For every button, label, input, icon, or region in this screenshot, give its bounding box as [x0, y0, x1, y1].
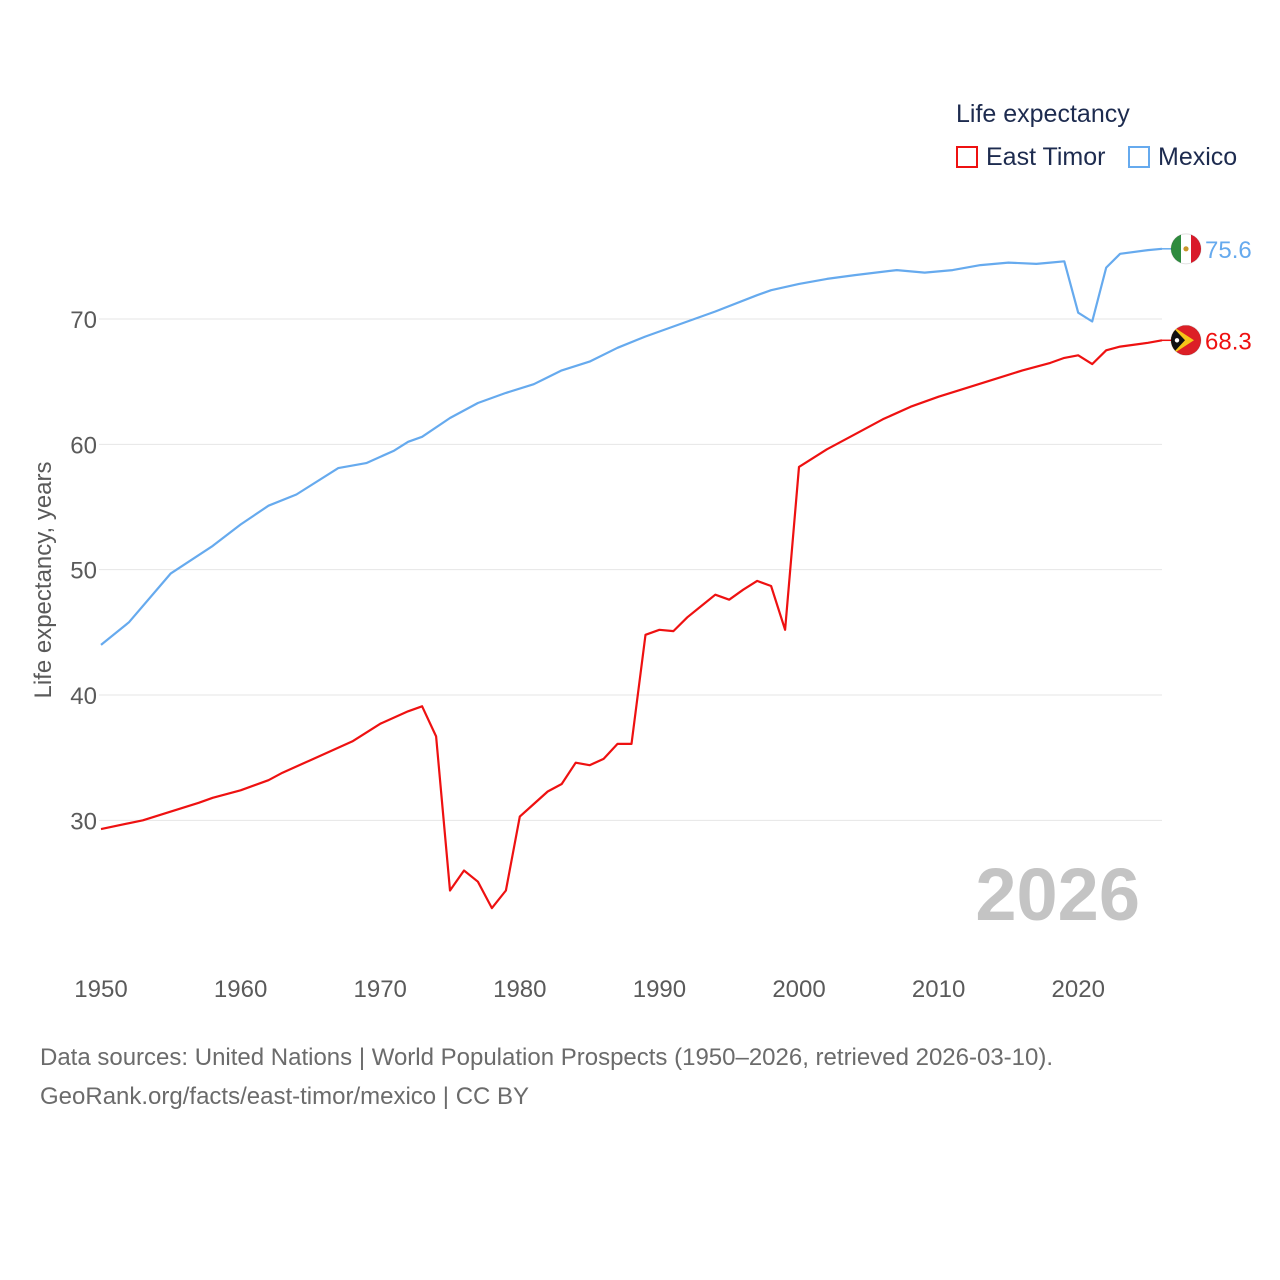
year-watermark: 2026	[975, 853, 1140, 936]
x-tick-label: 2000	[772, 976, 825, 1003]
y-tick-label: 70	[70, 307, 97, 334]
x-tick-label: 1950	[74, 976, 127, 1003]
x-tick-label: 1960	[214, 976, 267, 1003]
y-tick-label: 40	[70, 683, 97, 710]
grid-lines	[99, 318, 1162, 821]
footer-attribution[interactable]: GeoRank.org/facts/east-timor/mexico | CC…	[40, 1083, 530, 1110]
legend-label-east-timor: East Timor	[986, 142, 1106, 171]
x-axis-ticks: 1950 1960 1970 1980 1990 2000 2010 2020	[74, 976, 1105, 1003]
legend-item-east-timor[interactable]: East Timor	[956, 142, 1105, 172]
footer-sources: Data sources: United Nations | World Pop…	[40, 1044, 1054, 1071]
east-timor-flag-icon	[1170, 324, 1202, 356]
series-lines	[100, 247, 1163, 910]
end-value-mexico: 75.6	[1205, 237, 1252, 264]
x-tick-label: 2020	[1052, 976, 1105, 1003]
mexico-swatch	[1128, 146, 1150, 168]
legend-label-mexico: Mexico	[1158, 142, 1238, 171]
east-timor-swatch	[956, 146, 978, 168]
end-value-east-timor: 68.3	[1205, 328, 1252, 355]
series-line-east-timor	[100, 339, 1163, 910]
x-tick-label: 1980	[493, 976, 546, 1003]
x-tick-label: 1990	[633, 976, 686, 1003]
x-tick-label: 1970	[354, 976, 407, 1003]
y-tick-label: 50	[70, 558, 97, 585]
y-axis-ticks: 30 40 50 60 70	[70, 307, 97, 835]
series-end-markers: 75.6 68.3	[1162, 233, 1252, 356]
legend-title: Life expectancy	[956, 100, 1130, 128]
y-tick-label: 30	[70, 808, 97, 835]
y-tick-label: 60	[70, 432, 97, 459]
legend-item-mexico[interactable]: Mexico	[1128, 142, 1237, 172]
mexico-flag-icon	[1170, 233, 1202, 265]
y-axis-label: Life expectancy, years	[30, 461, 57, 698]
series-line-mexico	[100, 247, 1163, 646]
x-tick-label: 2010	[912, 976, 965, 1003]
